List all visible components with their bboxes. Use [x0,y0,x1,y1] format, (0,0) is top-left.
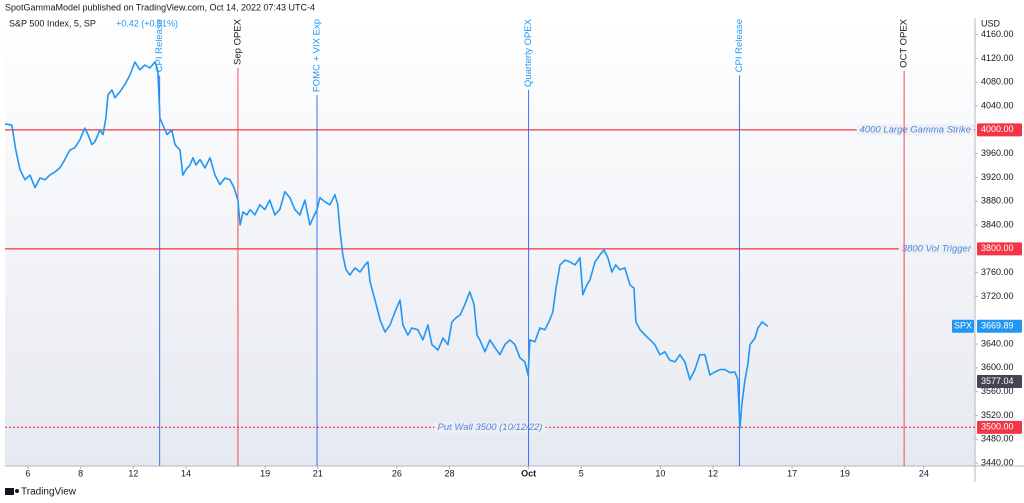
y-tick-label: 3960.00 [981,148,1014,158]
y-tick-label: 4160.00 [981,29,1014,39]
y-tick-label: 3520.00 [981,410,1014,420]
level-badge [977,123,1022,137]
y-tick-label: 4080.00 [981,77,1014,87]
y-tick-label: 3640.00 [981,338,1014,348]
footer: TradingView [21,487,77,498]
level-label-bg [898,243,975,255]
series-name-badge [952,319,974,333]
x-tick-label: 26 [392,468,402,478]
series-name: SPX [954,321,972,331]
legend-title: S&P 500 Index, 5, SP [9,18,96,28]
level-badge [977,420,1022,434]
level-label: 3800 Vol Trigger [902,243,972,254]
event-label: CPI Release [154,19,165,72]
event-label: OCT OPEX [899,18,910,68]
price-badge [977,319,1022,333]
y-tick-label: 3720.00 [981,291,1014,301]
x-tick-label: 12 [128,468,138,478]
x-tick-label: 28 [445,468,455,478]
y-tick-label: 3440.00 [981,457,1014,467]
x-tick-label: 10 [655,468,665,478]
price-badge-label: 3669.89 [981,321,1014,331]
price-badge-label: 3577.04 [981,376,1014,386]
level-badge-label: 3800.00 [981,243,1014,253]
level-label-bg [856,124,974,136]
x-tick-label: 8 [78,468,83,478]
logo: TradingView [5,487,77,498]
y-tick-label: 4040.00 [981,100,1014,110]
event-label: Quarterly OPEX [523,18,534,87]
x-tick-label: 14 [181,468,191,478]
x-tick-label: 19 [840,468,850,478]
level-label: 4000 Large Gamma Strike [860,124,971,135]
y-unit: USD [981,18,1001,28]
y-tick-label: 3760.00 [981,267,1014,277]
event-label: CPI Release [734,19,745,72]
level-badge-label: 3500.00 [981,422,1014,432]
x-tick-label: 6 [25,468,30,478]
plot-area [5,18,975,466]
level-badge [977,242,1022,256]
header: SpotGammaModel published on TradingView.… [5,2,315,12]
y-tick-label: 3560.00 [981,386,1014,396]
level-label: Put Wall 3500 (10/12/22) [438,422,543,433]
level-badge-label: 4000.00 [981,124,1014,134]
x-tick-label: 17 [787,468,797,478]
level-label-bg [434,421,546,433]
x-tick-label: 21 [313,468,323,478]
price-line [4,61,769,429]
y-tick-label: 4120.00 [981,53,1014,63]
event-label: Sep OPEX [232,18,243,65]
y-tick-label: 3600.00 [981,362,1014,372]
x-tick-label: 24 [919,468,929,478]
y-tick-label: 3480.00 [981,434,1014,444]
price-badge [977,374,1022,388]
x-tick-label: 19 [260,468,270,478]
legend-change: +0.42 (+0.01%) [116,18,178,28]
x-tick-label: Oct [521,468,536,478]
y-tick-label: 3840.00 [981,219,1014,229]
y-tick-label: 3880.00 [981,196,1014,206]
x-tick-label: 12 [708,468,718,478]
x-tick-label: 5 [579,468,584,478]
event-label: FOMC + VIX Exp [312,19,323,92]
y-tick-label: 3920.00 [981,172,1014,182]
